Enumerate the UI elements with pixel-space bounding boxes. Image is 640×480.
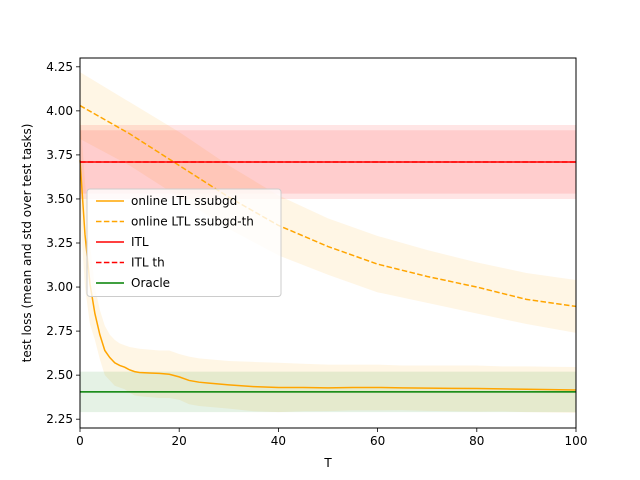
y-tick-label: 2.50 — [46, 368, 73, 382]
band-online-ltl-ssubgd-th — [80, 72, 576, 333]
y-tick-label: 2.25 — [46, 412, 73, 426]
legend-label-online-ltl-ssubgd: online LTL ssubgd — [131, 194, 237, 208]
y-tick-label: 3.75 — [46, 148, 73, 162]
y-tick-label: 3.00 — [46, 280, 73, 294]
y-tick-label: 4.00 — [46, 104, 73, 118]
x-tick-label: 60 — [370, 434, 385, 448]
legend-label-oracle: Oracle — [131, 276, 170, 290]
x-axis: 0 20 40 60 80 100 — [76, 428, 587, 448]
x-axis-label: T — [323, 456, 332, 470]
x-tick-label: 40 — [271, 434, 286, 448]
legend: online LTL ssubgd online LTL ssubgd-th ITL… — [86, 188, 282, 297]
x-tick-label: 80 — [469, 434, 484, 448]
x-tick-label: 100 — [565, 434, 588, 448]
band-online-ltl-ssubgd — [80, 110, 576, 413]
line-online-ltl-ssubgd-th — [79, 104, 577, 308]
y-tick-label: 2.75 — [46, 324, 73, 338]
x-tick-label: 20 — [172, 434, 187, 448]
legend-label-itl-th: ITL th — [131, 256, 165, 270]
y-axis: 2.25 2.50 2.75 3.00 3.25 3.50 3.75 4.00 4.25 — [46, 60, 80, 426]
x-tick-label: 0 — [76, 434, 84, 448]
y-axis-label: test loss (mean and std over test tasks) — [20, 124, 34, 363]
y-tick-label: 4.25 — [46, 60, 73, 74]
y-tick-label: 3.25 — [46, 236, 73, 250]
legend-label-itl: ITL — [131, 235, 149, 249]
series-lines — [79, 104, 577, 393]
legend-label-online-ltl-ssubgd-th: online LTL ssubgd-th — [131, 215, 254, 229]
legend-frame — [86, 188, 282, 297]
y-tick-label: 3.50 — [46, 192, 73, 206]
line-online-ltl-ssubgd — [79, 160, 577, 391]
